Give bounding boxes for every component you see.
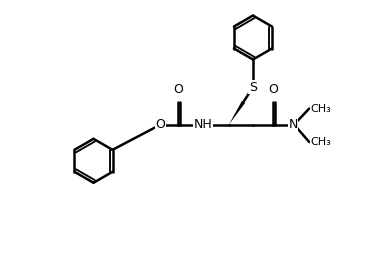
Text: N: N <box>288 118 298 131</box>
Text: NH: NH <box>194 118 213 131</box>
Polygon shape <box>229 101 245 125</box>
Text: O: O <box>268 83 278 96</box>
Text: S: S <box>249 81 257 94</box>
Text: O: O <box>173 83 183 96</box>
Text: O: O <box>156 118 165 131</box>
Text: CH₃: CH₃ <box>310 137 331 147</box>
Text: CH₃: CH₃ <box>310 103 331 114</box>
